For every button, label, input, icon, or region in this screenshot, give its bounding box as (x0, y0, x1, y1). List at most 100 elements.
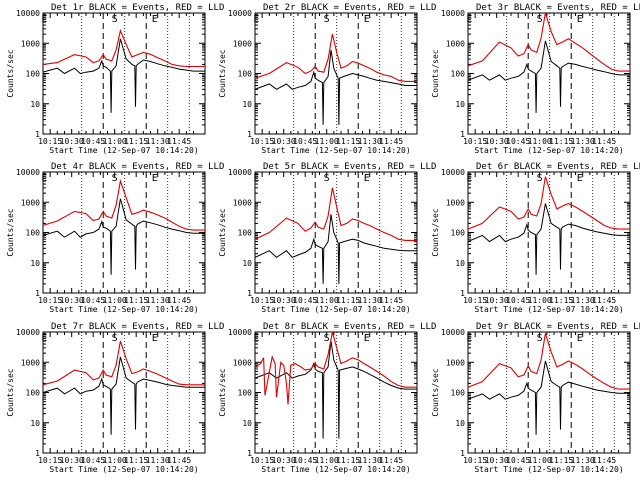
interval-marker: E (152, 333, 158, 344)
series-lld-red (468, 176, 630, 230)
interval-marker: E (41, 333, 47, 344)
plot-frame (42, 12, 206, 135)
x-tick-label: 10:15 (38, 296, 62, 305)
panel-2: Det 2r BLACK = Events, RED = LLD 1 10 100 10… (218, 3, 436, 155)
plot-frame (254, 171, 418, 294)
x-axis-label: Start Time (12-Sep-07 10:14:20) (474, 146, 623, 155)
series-lld-red (255, 187, 417, 241)
x-tick-label: 10:15 (250, 456, 274, 465)
y-tick-label: 100 (451, 70, 466, 79)
y-tick-label: 10000 (441, 9, 465, 18)
series-lld-red (255, 332, 417, 405)
x-tick-label: 10:45 (81, 296, 105, 305)
x-tick-label: 10:15 (463, 137, 487, 146)
y-tick-label: 10 (242, 259, 252, 268)
interval-marker: E (364, 333, 370, 344)
x-tick-label: 11:45 (167, 296, 191, 305)
x-tick-label: 11:30 (146, 137, 170, 146)
panel-title: Det 5r BLACK = Events, RED = LLD (263, 162, 436, 172)
x-tick-label: 11:00 (103, 137, 127, 146)
y-tick-label: 1 (247, 289, 252, 298)
x-tick-label: 11:30 (146, 296, 170, 305)
panel-title: Det 8r BLACK = Events, RED = LLD (263, 322, 436, 332)
panel-title: Det 2r BLACK = Events, RED = LLD (263, 3, 436, 13)
x-tick-label: 10:45 (81, 456, 105, 465)
x-tick-label: 11:30 (358, 296, 382, 305)
x-tick-label: 11:00 (528, 296, 552, 305)
y-tick-label: 10 (455, 259, 465, 268)
series-events-black (255, 214, 417, 284)
interval-marker: S (112, 333, 118, 344)
x-axis-label: Start Time (12-Sep-07 10:14:20) (474, 305, 623, 314)
x-tick-label: 11:45 (592, 296, 616, 305)
y-tick-label: 1000 (233, 198, 252, 207)
panel-4: Det 4r BLACK = Events, RED = LLD 1 10 100 10… (6, 162, 224, 314)
y-tick-label: 10000 (228, 168, 252, 177)
y-tick-label: 1 (247, 130, 252, 139)
x-tick-label: 11:15 (549, 456, 573, 465)
x-tick-label: 10:45 (506, 296, 530, 305)
panel-title: Det 4r BLACK = Events, RED = LLD (51, 162, 224, 172)
y-tick-label: 100 (26, 70, 41, 79)
interval-marker: S (112, 14, 118, 25)
x-tick-label: 11:45 (592, 137, 616, 146)
x-axis-label: Start Time (12-Sep-07 10:14:20) (49, 146, 198, 155)
y-tick-label: 100 (26, 229, 41, 238)
y-tick-label: 1000 (21, 198, 40, 207)
series-events-black (255, 49, 417, 125)
y-tick-label: 1 (35, 289, 40, 298)
series-lld-red (43, 178, 205, 231)
interval-marker: S (537, 173, 543, 184)
plot-frame (254, 331, 418, 454)
x-axis-label: Start Time (12-Sep-07 10:14:20) (49, 305, 198, 314)
y-axis-label: Counts/sec (431, 49, 440, 97)
interval-marker: E (253, 333, 259, 344)
series-lld-red (468, 333, 630, 390)
panel-9: Det 9r BLACK = Events, RED = LLD 1 10 100 10… (431, 322, 640, 474)
interval-marker: E (253, 173, 259, 184)
y-axis-label: Counts/sec (6, 368, 15, 416)
y-tick-label: 10 (30, 100, 40, 109)
series-events-black (468, 360, 630, 435)
x-tick-label: 10:30 (485, 456, 509, 465)
panel-title: Det 6r BLACK = Events, RED = LLD (476, 162, 640, 172)
interval-marker: E (41, 14, 47, 25)
y-tick-label: 100 (451, 229, 466, 238)
x-tick-label: 11:00 (528, 456, 552, 465)
x-tick-label: 11:15 (124, 296, 148, 305)
series-lld-red (468, 13, 630, 72)
x-tick-label: 11:00 (528, 137, 552, 146)
plot-frame (467, 331, 631, 454)
y-tick-label: 1000 (21, 358, 40, 367)
x-tick-label: 10:30 (272, 137, 296, 146)
interval-marker: S (324, 333, 330, 344)
y-tick-label: 10000 (441, 328, 465, 337)
interval-marker: E (364, 14, 370, 25)
x-tick-label: 11:00 (103, 296, 127, 305)
x-tick-label: 11:15 (336, 456, 360, 465)
y-tick-label: 10 (30, 419, 40, 428)
x-tick-label: 11:15 (549, 296, 573, 305)
x-tick-label: 10:30 (60, 137, 84, 146)
interval-marker: E (152, 14, 158, 25)
x-axis-label: Start Time (12-Sep-07 10:14:20) (474, 465, 623, 474)
x-tick-label: 11:45 (167, 137, 191, 146)
series-events-black (255, 341, 417, 439)
panel-3: Det 3r BLACK = Events, RED = LLD 1 10 100 10… (431, 3, 640, 155)
x-tick-label: 11:00 (315, 296, 339, 305)
interval-marker: S (324, 14, 330, 25)
x-tick-label: 10:45 (293, 296, 317, 305)
y-tick-label: 1000 (233, 39, 252, 48)
x-tick-label: 10:45 (293, 456, 317, 465)
x-tick-label: 10:30 (485, 137, 509, 146)
interval-marker: E (466, 333, 472, 344)
x-tick-label: 11:30 (358, 456, 382, 465)
series-events-black (468, 40, 630, 113)
y-tick-label: 10 (455, 100, 465, 109)
y-axis-label: Counts/sec (6, 49, 15, 97)
x-tick-label: 10:30 (60, 296, 84, 305)
x-tick-label: 11:00 (315, 137, 339, 146)
panel-title: Det 7r BLACK = Events, RED = LLD (51, 322, 224, 332)
y-tick-label: 1000 (446, 358, 465, 367)
